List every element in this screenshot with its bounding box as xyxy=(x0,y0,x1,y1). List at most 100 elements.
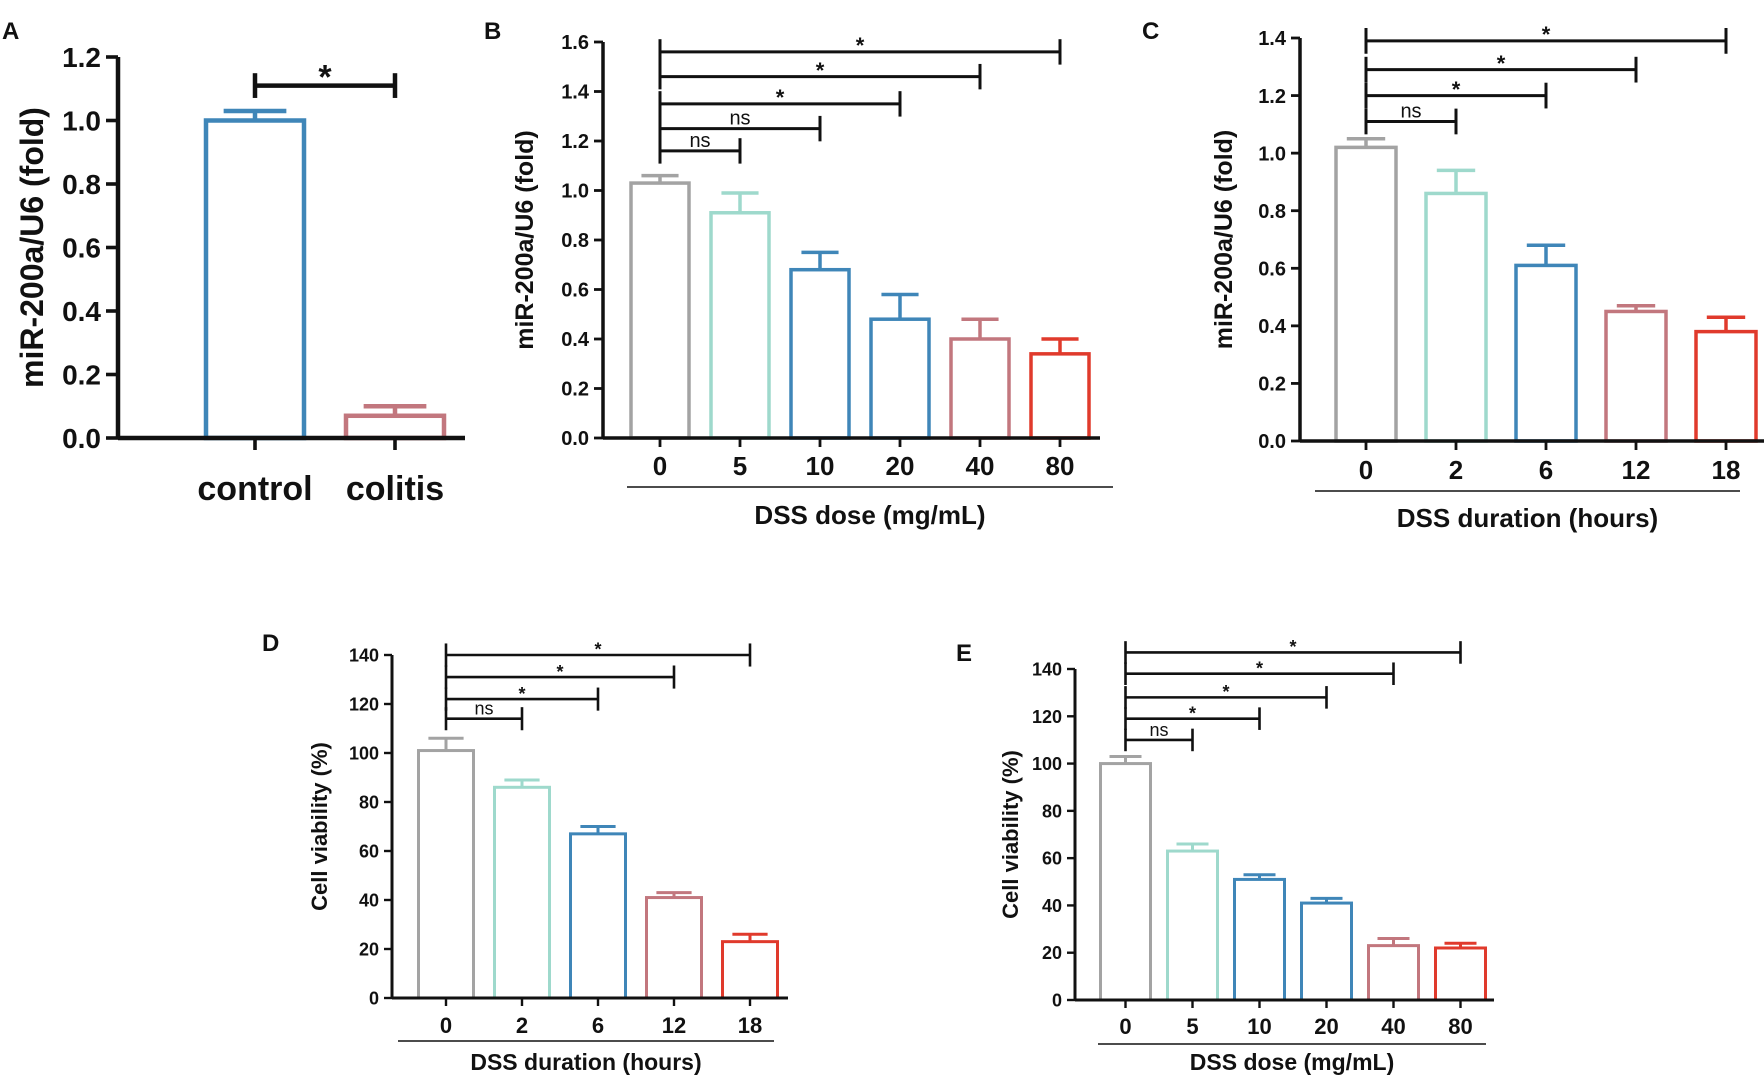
bar xyxy=(1029,352,1091,440)
y-tick-label: 0.6 xyxy=(62,233,101,264)
y-tick-label: 0.0 xyxy=(561,428,589,450)
bar xyxy=(1434,946,1487,1002)
ns-label: ns xyxy=(474,699,493,719)
y-axis-label: miR-200a/U6 (fold) xyxy=(1210,130,1238,349)
significance-star: * xyxy=(1256,658,1263,678)
panel-e: E 0 20 40 60 80 100 120 140 Cell viability (%) 0 5 1… xyxy=(956,637,1494,1075)
x-tick-label: 80 xyxy=(1448,1014,1472,1039)
x-tick-label: 10 xyxy=(806,451,835,481)
x-tick-label: 5 xyxy=(733,451,747,481)
x-tick-label: control xyxy=(197,470,312,508)
y-tick-label: 0.6 xyxy=(1258,258,1286,280)
x-tick-label: 6 xyxy=(592,1013,604,1038)
bar xyxy=(417,749,475,1000)
x-tick-label: 2 xyxy=(516,1013,528,1038)
x-tick-label: 0 xyxy=(1119,1014,1131,1039)
panel-a: A 0.0 0.2 0.4 0.6 0.8 1.0 1.2 miR-200a/U6 (fold)… xyxy=(2,18,465,508)
bar xyxy=(1233,877,1286,1002)
bar xyxy=(203,118,307,441)
bar xyxy=(1334,145,1398,443)
y-tick-label: 60 xyxy=(359,841,379,861)
y-tick-label: 140 xyxy=(1032,659,1062,679)
ns-label: ns xyxy=(689,130,710,152)
ns-label: ns xyxy=(729,108,750,130)
y-tick-label: 80 xyxy=(1042,801,1062,821)
bar xyxy=(709,211,771,440)
x-tick-label: 12 xyxy=(662,1013,686,1038)
y-tick-label: 120 xyxy=(1032,707,1062,727)
x-tick-label: 0 xyxy=(440,1013,452,1038)
bar xyxy=(629,181,691,440)
y-tick-label: 1.0 xyxy=(561,181,589,203)
y-tick-label: 0.8 xyxy=(561,230,589,252)
y-tick-label: 1.6 xyxy=(561,32,589,54)
y-tick-label: 1.2 xyxy=(62,42,101,73)
y-tick-label: 0.6 xyxy=(561,280,589,302)
y-tick-label: 1.2 xyxy=(561,131,589,153)
panel-letter: E xyxy=(956,640,972,667)
x-tick-label: 20 xyxy=(886,451,915,481)
x-tick-label: colitis xyxy=(346,470,444,508)
y-tick-label: 20 xyxy=(359,939,379,959)
y-tick-label: 0.2 xyxy=(62,360,101,391)
significance-star: * xyxy=(1189,703,1196,723)
significance-star: * xyxy=(1497,51,1506,76)
x-tick-label: 0 xyxy=(653,451,667,481)
y-tick-label: 120 xyxy=(349,694,379,714)
significance-star: * xyxy=(1542,22,1551,47)
panel-letter: D xyxy=(262,630,279,657)
x-tick-label: 80 xyxy=(1046,451,1075,481)
bar xyxy=(569,832,627,1000)
y-tick-label: 0.0 xyxy=(62,423,101,454)
y-tick-label: 140 xyxy=(349,645,379,665)
y-tick-label: 0.2 xyxy=(1258,374,1286,396)
bar xyxy=(721,940,779,1000)
y-tick-label: 80 xyxy=(359,792,379,812)
y-tick-label: 20 xyxy=(1042,943,1062,963)
panel-d: D 0 20 40 60 80 100 120 140 Cell viability (%) 0 2 6… xyxy=(262,630,788,1075)
bar xyxy=(1099,762,1152,1002)
x-axis-label: DSS dose (mg/mL) xyxy=(1190,1049,1394,1075)
significance-star: * xyxy=(1452,77,1461,102)
y-tick-label: 1.2 xyxy=(1258,86,1286,108)
x-tick-label: 6 xyxy=(1539,455,1553,485)
panel-letter: B xyxy=(484,18,501,45)
bar xyxy=(1367,944,1420,1002)
significance-star: * xyxy=(556,662,563,682)
y-axis-label: miR-200a/U6 (fold) xyxy=(511,130,539,349)
y-tick-label: 0.0 xyxy=(1258,431,1286,453)
x-tick-label: 12 xyxy=(1622,455,1651,485)
y-tick-label: 1.4 xyxy=(561,82,590,104)
x-tick-label: 5 xyxy=(1186,1014,1198,1039)
y-tick-label: 0.8 xyxy=(1258,201,1286,223)
x-axis-label: DSS dose (mg/mL) xyxy=(754,500,985,530)
bar xyxy=(1694,329,1758,443)
y-tick-label: 1.4 xyxy=(1258,28,1287,50)
y-tick-label: 1.0 xyxy=(1258,143,1286,165)
bar xyxy=(343,413,447,441)
y-tick-label: 100 xyxy=(349,743,379,763)
x-tick-label: 18 xyxy=(1712,455,1741,485)
y-tick-label: 0.8 xyxy=(62,169,101,200)
panel-b: B 0.0 0.2 0.4 0.6 0.8 1.0 1.2 1.4 1.6 miR-200a/U6 … xyxy=(484,18,1113,530)
y-tick-label: 60 xyxy=(1042,849,1062,869)
y-tick-label: 0.4 xyxy=(561,329,590,351)
bar xyxy=(869,317,931,440)
x-tick-label: 40 xyxy=(966,451,995,481)
significance-star: * xyxy=(856,33,865,58)
y-axis-label: Cell viability (%) xyxy=(307,742,332,911)
y-tick-label: 100 xyxy=(1032,754,1062,774)
x-axis-label: DSS duration (hours) xyxy=(470,1049,701,1075)
y-tick-label: 0.4 xyxy=(62,296,101,327)
panel-letter: A xyxy=(2,18,19,45)
y-tick-label: 0.4 xyxy=(1258,316,1287,338)
y-tick-label: 0 xyxy=(369,988,379,1008)
y-tick-label: 0 xyxy=(1052,990,1062,1010)
bar xyxy=(1514,263,1578,443)
significance-star: * xyxy=(816,58,825,83)
bar xyxy=(1166,849,1219,1002)
y-axis-label: Cell viability (%) xyxy=(998,750,1023,919)
x-tick-label: 40 xyxy=(1381,1014,1405,1039)
x-axis-label: DSS duration (hours) xyxy=(1397,503,1658,533)
